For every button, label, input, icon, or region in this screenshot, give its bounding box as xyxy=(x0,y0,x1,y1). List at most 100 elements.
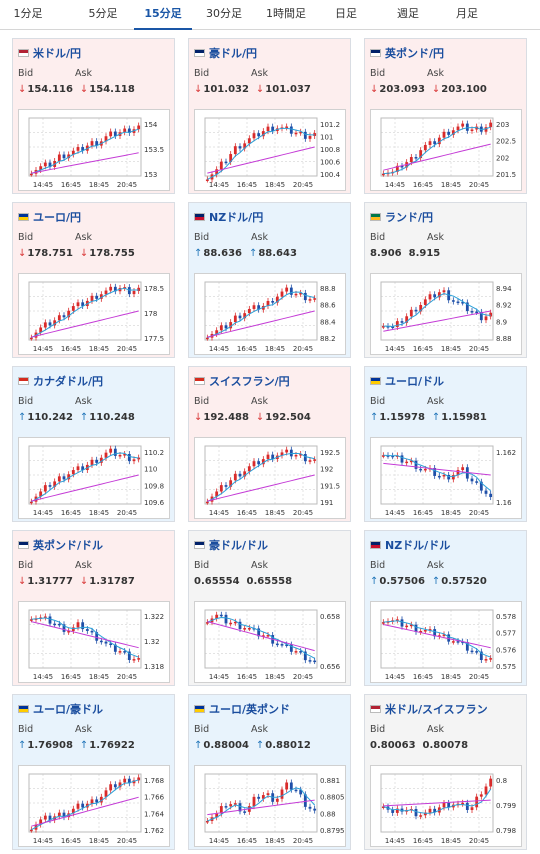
ma-long-line xyxy=(383,799,491,807)
candle-body xyxy=(76,622,80,628)
candle-body xyxy=(215,614,219,619)
up-arrow-icon: ↑ xyxy=(255,740,265,751)
x-tick-label: 14:45 xyxy=(33,673,53,681)
tab-4[interactable]: 1時間足 xyxy=(266,7,306,20)
rate-card[interactable]: ユーロ/英ポンド Bid Ask ↑0.88004 ↑0.88012 0.881… xyxy=(188,694,351,850)
candle-body xyxy=(252,461,256,467)
tab-6[interactable]: 週足 xyxy=(397,7,419,20)
ma-long-line xyxy=(207,146,315,174)
bid-value: 192.488 xyxy=(203,412,249,423)
rate-card[interactable]: 英ポンド/円 Bid Ask ↓203.093 ↓203.100 203 202.… xyxy=(364,38,527,194)
bid-label: Bid xyxy=(194,68,210,79)
candle-body xyxy=(275,643,279,646)
ma-short-line xyxy=(207,787,316,822)
pair-title[interactable]: 豪ドル/ドル xyxy=(194,537,268,553)
candle-body xyxy=(53,481,57,487)
pair-title[interactable]: 米ドル/スイスフラン xyxy=(370,701,488,717)
x-tick-label: 16:45 xyxy=(237,345,257,353)
tab-0[interactable]: 1分足 xyxy=(13,7,43,20)
candle-body xyxy=(489,493,493,498)
tab-1[interactable]: 5分足 xyxy=(88,7,118,20)
candle-body xyxy=(461,467,465,471)
quote-values: 0.65554 0.65558 xyxy=(194,576,292,587)
y-tick-label: 8.92 xyxy=(496,302,512,310)
pair-title[interactable]: スイスフラン/円 xyxy=(194,373,290,389)
candle-body xyxy=(113,448,117,456)
candle-body xyxy=(484,127,488,132)
pair-title[interactable]: ユーロ/ドル xyxy=(370,373,444,389)
rate-card[interactable]: 豪ドル/ドル Bid Ask 0.65554 0.65558 0.658 0.65… xyxy=(188,530,351,686)
tab-5[interactable]: 日足 xyxy=(335,7,357,20)
x-tick-label: 16:45 xyxy=(413,509,433,517)
down-arrow-icon: ↓ xyxy=(431,84,441,95)
rate-card[interactable]: 米ドル/スイスフラン Bid Ask 0.80063 0.80078 0.8 0.… xyxy=(364,694,527,850)
candle-body xyxy=(419,150,423,159)
down-arrow-icon: ↓ xyxy=(79,248,89,259)
candle-body xyxy=(39,166,43,170)
candle-body xyxy=(215,491,219,497)
y-tick-label: 1.766 xyxy=(144,794,165,802)
rate-card[interactable]: ユーロ/豪ドル Bid Ask ↑1.76908 ↑1.76922 1.768 1… xyxy=(12,694,175,850)
y-tick-label: 153 xyxy=(144,171,157,179)
pair-title[interactable]: 英ポンド/円 xyxy=(370,45,444,61)
pair-title[interactable]: ユーロ/英ポンド xyxy=(194,701,290,717)
bid-label: Bid xyxy=(370,560,386,571)
up-arrow-icon: ↑ xyxy=(194,248,203,259)
x-tick-label: 18:45 xyxy=(441,345,461,353)
bid-value: 0.65554 xyxy=(194,576,240,587)
rate-card[interactable]: ランド/円 Bid Ask 8.906 8.915 8.94 8.92 8.9 8.8… xyxy=(364,202,527,358)
candle-body xyxy=(99,457,103,463)
rate-card[interactable]: 英ポンド/ドル Bid Ask ↓1.31777 ↓1.31787 1.322 1… xyxy=(12,530,175,686)
candle-body xyxy=(465,302,469,312)
tab-7[interactable]: 月足 xyxy=(456,7,478,20)
candle-body xyxy=(238,315,242,319)
rate-card[interactable]: 豪ドル/円 Bid Ask ↓101.032 ↓101.037 101.2 101… xyxy=(188,38,351,194)
candle-body xyxy=(123,454,127,456)
bid-label: Bid xyxy=(18,396,34,407)
quote-values: ↓101.032 ↓101.037 xyxy=(194,84,311,95)
candle-body xyxy=(247,138,251,144)
pair-title[interactable]: 豪ドル/円 xyxy=(194,45,257,61)
ma-short-line xyxy=(383,126,491,175)
pair-title[interactable]: NZドル/円 xyxy=(194,209,263,225)
x-tick-label: 16:45 xyxy=(61,837,81,845)
pair-title[interactable]: 英ポンド/ドル xyxy=(18,537,103,553)
candle-body xyxy=(294,651,298,653)
pair-name: ユーロ/ドル xyxy=(385,375,445,388)
pair-title[interactable]: ランド/円 xyxy=(370,209,433,225)
pair-title[interactable]: NZドル/ドル xyxy=(370,537,450,553)
candle-body xyxy=(39,819,43,825)
rate-card[interactable]: 米ドル/円 Bid Ask ↓154.116 ↓154.118 154 153.5… xyxy=(12,38,175,194)
rate-card[interactable]: スイスフラン/円 Bid Ask ↓192.488 ↓192.504 192.5… xyxy=(188,366,351,522)
candle-body xyxy=(294,132,298,135)
candle-body xyxy=(205,337,209,340)
ma-long-line xyxy=(383,143,491,171)
rate-card[interactable]: ユーロ/円 Bid Ask ↓178.751 ↓178.755 178.5 178… xyxy=(12,202,175,358)
pair-title[interactable]: 米ドル/円 xyxy=(18,45,81,61)
pair-title[interactable]: カナダドル/円 xyxy=(18,373,103,389)
rate-card[interactable]: NZドル/ドル Bid Ask ↑0.57506 ↑0.57520 0.578 0… xyxy=(364,530,527,686)
rate-card[interactable]: ユーロ/ドル Bid Ask ↑1.15978 ↑1.15981 1.162 1.… xyxy=(364,366,527,522)
rate-card[interactable]: カナダドル/円 Bid Ask ↑110.242 ↑110.248 110.2 1… xyxy=(12,366,175,522)
pair-title[interactable]: ユーロ/豪ドル xyxy=(18,701,103,717)
candle-body xyxy=(266,454,270,460)
candle-body xyxy=(479,311,483,321)
price-chart: 178.5 178 177.5 14:45 16:45 18:45 20:45 xyxy=(18,273,170,355)
tab-3[interactable]: 30分足 xyxy=(206,7,242,20)
pair-name: ユーロ/豪ドル xyxy=(33,703,104,716)
candle-body xyxy=(132,659,136,661)
candle-body xyxy=(442,802,446,808)
price-chart: 0.881 0.8805 0.88 0.8795 14:45 16:45 18:45 20:4… xyxy=(194,765,346,847)
x-tick-label: 18:45 xyxy=(265,181,285,189)
x-tick-label: 16:45 xyxy=(413,673,433,681)
ask-value: 0.57520 xyxy=(441,576,487,587)
rate-card[interactable]: NZドル/円 Bid Ask ↑88.636 ↑88.643 88.8 88.6 8… xyxy=(188,202,351,358)
pair-title[interactable]: ユーロ/円 xyxy=(18,209,81,225)
tab-2[interactable]: 15分足 xyxy=(134,0,192,30)
plot-frame xyxy=(28,609,142,669)
candle-body xyxy=(90,799,94,804)
candle-body xyxy=(233,473,237,481)
candle-body xyxy=(442,290,446,293)
down-arrow-icon: ↓ xyxy=(370,84,379,95)
candle-body xyxy=(123,778,127,783)
